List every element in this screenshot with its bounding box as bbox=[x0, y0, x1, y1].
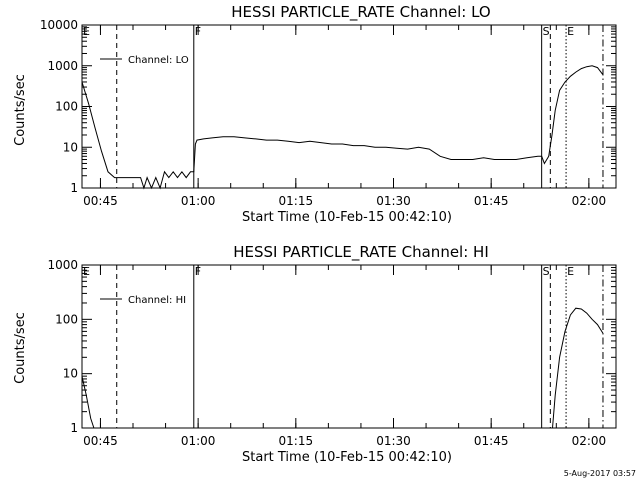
y-tick-label: 1000 bbox=[47, 258, 78, 272]
time-marker-label: E bbox=[83, 265, 90, 278]
y-tick-label: 1000 bbox=[47, 59, 78, 73]
x-tick-label: 00:45 bbox=[83, 434, 118, 448]
x-tick-label: 02:00 bbox=[572, 194, 607, 208]
chart-title: HESSI PARTICLE_RATE Channel: HI bbox=[233, 243, 489, 262]
x-tick-label: 01:15 bbox=[279, 194, 314, 208]
legend-entry: Channel: LO bbox=[128, 55, 189, 66]
chart-panel-hi: HESSI PARTICLE_RATE Channel: HI 1 10 100 100… bbox=[13, 243, 617, 465]
plot-frame bbox=[81, 264, 617, 429]
x-axis-label: Start Time (10-Feb-15 00:42:10) bbox=[242, 210, 452, 225]
y-axis-label: Counts/sec bbox=[13, 312, 28, 384]
y-tick-label: 1 bbox=[70, 421, 78, 435]
y-tick-label: 100 bbox=[55, 312, 78, 326]
y-tick-label: 10000 bbox=[40, 18, 78, 32]
x-tick-label: 01:15 bbox=[279, 434, 314, 448]
plot-timestamp: 5-Aug-2017 03:57 bbox=[564, 469, 636, 478]
y-tick-label: 100 bbox=[55, 100, 78, 114]
chart-title: HESSI PARTICLE_RATE Channel: LO bbox=[231, 3, 490, 22]
x-tick-label: 01:45 bbox=[474, 434, 509, 448]
time-marker-label: E bbox=[83, 25, 90, 38]
plot-frame bbox=[81, 24, 617, 189]
y-tick-label: 1 bbox=[70, 181, 78, 195]
x-tick-label: 01:30 bbox=[376, 194, 411, 208]
time-marker-label: E bbox=[567, 25, 574, 38]
time-marker-label: S bbox=[543, 25, 550, 38]
chart-panel-lo: HESSI PARTICLE_RATE Channel: LO 1 10 100 100… bbox=[13, 3, 617, 225]
x-tick-label: 01:45 bbox=[474, 194, 509, 208]
x-tick-label: 00:45 bbox=[83, 194, 118, 208]
y-axis-label: Counts/sec bbox=[13, 74, 28, 146]
x-tick-label: 02:00 bbox=[572, 434, 607, 448]
x-tick-label: 01:00 bbox=[181, 194, 216, 208]
time-marker-label: F bbox=[195, 265, 201, 278]
time-marker-label: F bbox=[195, 25, 201, 38]
x-tick-label: 01:30 bbox=[376, 434, 411, 448]
data-series-line bbox=[81, 65, 604, 190]
y-tick-label: 10 bbox=[63, 367, 78, 381]
legend-entry: Channel: HI bbox=[128, 295, 186, 306]
y-tick-label: 10 bbox=[63, 140, 78, 154]
time-marker-label: E bbox=[567, 265, 574, 278]
data-series-line bbox=[81, 307, 604, 429]
x-tick-label: 01:00 bbox=[181, 434, 216, 448]
time-marker-label: S bbox=[543, 265, 550, 278]
x-axis-label: Start Time (10-Feb-15 00:42:10) bbox=[242, 450, 452, 465]
